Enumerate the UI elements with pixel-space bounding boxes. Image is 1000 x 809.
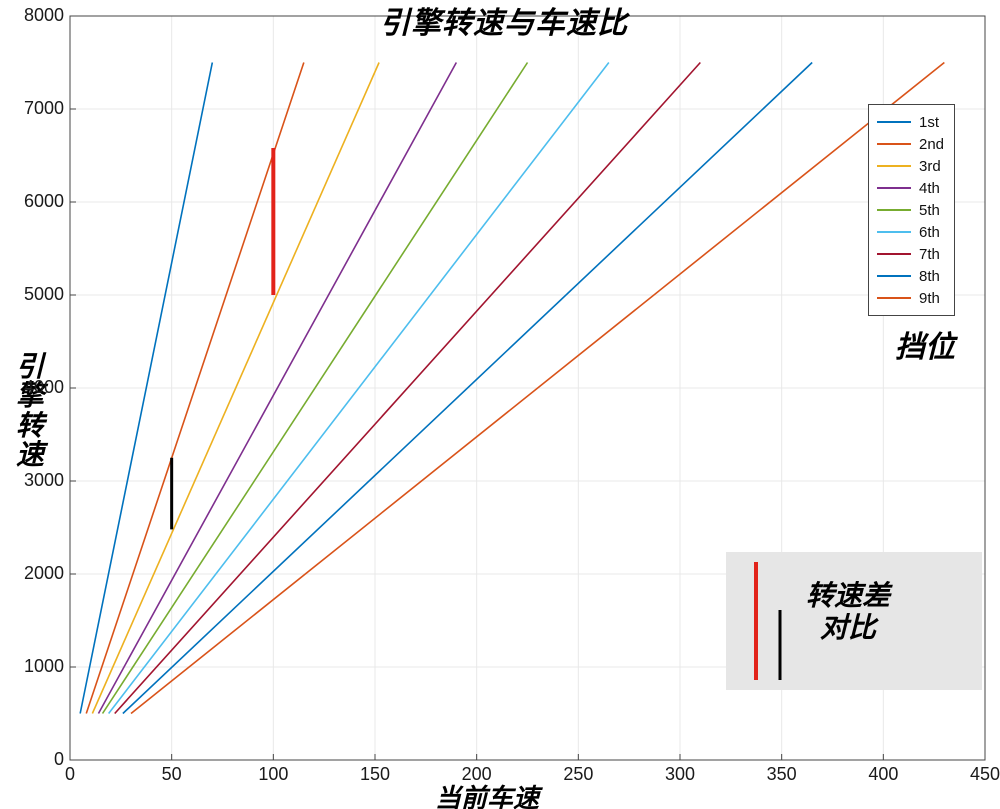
legend-label: 7th	[919, 246, 940, 263]
xtick-label: 350	[767, 764, 797, 785]
xtick-label: 450	[970, 764, 1000, 785]
legend-label: 9th	[919, 290, 940, 307]
legend-label: 4th	[919, 180, 940, 197]
legend-swatch	[877, 121, 911, 123]
legend-label: 3rd	[919, 158, 941, 175]
legend-item-9th: 9th	[877, 287, 944, 309]
legend-swatch	[877, 275, 911, 277]
legend-swatch	[877, 253, 911, 255]
xtick-label: 300	[665, 764, 695, 785]
ytick-label: 0	[54, 749, 64, 770]
ytick-label: 4000	[24, 377, 64, 398]
rpm-gap-inset-label: 转速差对比	[806, 580, 890, 644]
legend-swatch	[877, 143, 911, 145]
legend-item-4th: 4th	[877, 177, 944, 199]
ytick-label: 1000	[24, 656, 64, 677]
legend-item-1st: 1st	[877, 111, 944, 133]
xtick-label: 400	[868, 764, 898, 785]
chart-title: 引擎转速与车速比	[380, 0, 628, 42]
legend-swatch	[877, 231, 911, 233]
legend-item-7th: 7th	[877, 243, 944, 265]
legend: 1st 2nd 3rd 4th 5th 6th 7th 8th 9th	[868, 104, 955, 316]
ytick-label: 3000	[24, 470, 64, 491]
gear-label: 挡位	[895, 322, 955, 366]
y-axis-label: 引擎转速	[0, 352, 60, 470]
legend-swatch	[877, 209, 911, 211]
legend-label: 5th	[919, 202, 940, 219]
rpm-gap-inset: 转速差对比	[726, 552, 982, 690]
legend-item-6th: 6th	[877, 221, 944, 243]
ytick-label: 8000	[24, 5, 64, 26]
legend-item-8th: 8th	[877, 265, 944, 287]
xtick-label: 250	[563, 764, 593, 785]
legend-label: 6th	[919, 224, 940, 241]
y-axis-label-text: 引擎转速	[0, 352, 60, 470]
legend-item-5th: 5th	[877, 199, 944, 221]
ytick-label: 7000	[24, 98, 64, 119]
xtick-label: 100	[258, 764, 288, 785]
legend-swatch	[877, 297, 911, 299]
xtick-label: 150	[360, 764, 390, 785]
ytick-label: 6000	[24, 191, 64, 212]
legend-item-2nd: 2nd	[877, 133, 944, 155]
legend-item-3rd: 3rd	[877, 155, 944, 177]
xtick-label: 200	[462, 764, 492, 785]
chart-stage: 引擎转速与车速比 引擎转速 当前车速 挡位 1st2nd3rd4th5th6th…	[0, 0, 1000, 809]
xtick-label: 0	[65, 764, 75, 785]
xtick-label: 50	[162, 764, 182, 785]
ytick-label: 5000	[24, 284, 64, 305]
legend-label: 8th	[919, 268, 940, 285]
legend-label: 1st	[919, 114, 939, 131]
ytick-label: 2000	[24, 563, 64, 584]
legend-label: 2nd	[919, 136, 944, 153]
legend-swatch	[877, 165, 911, 167]
legend-swatch	[877, 187, 911, 189]
